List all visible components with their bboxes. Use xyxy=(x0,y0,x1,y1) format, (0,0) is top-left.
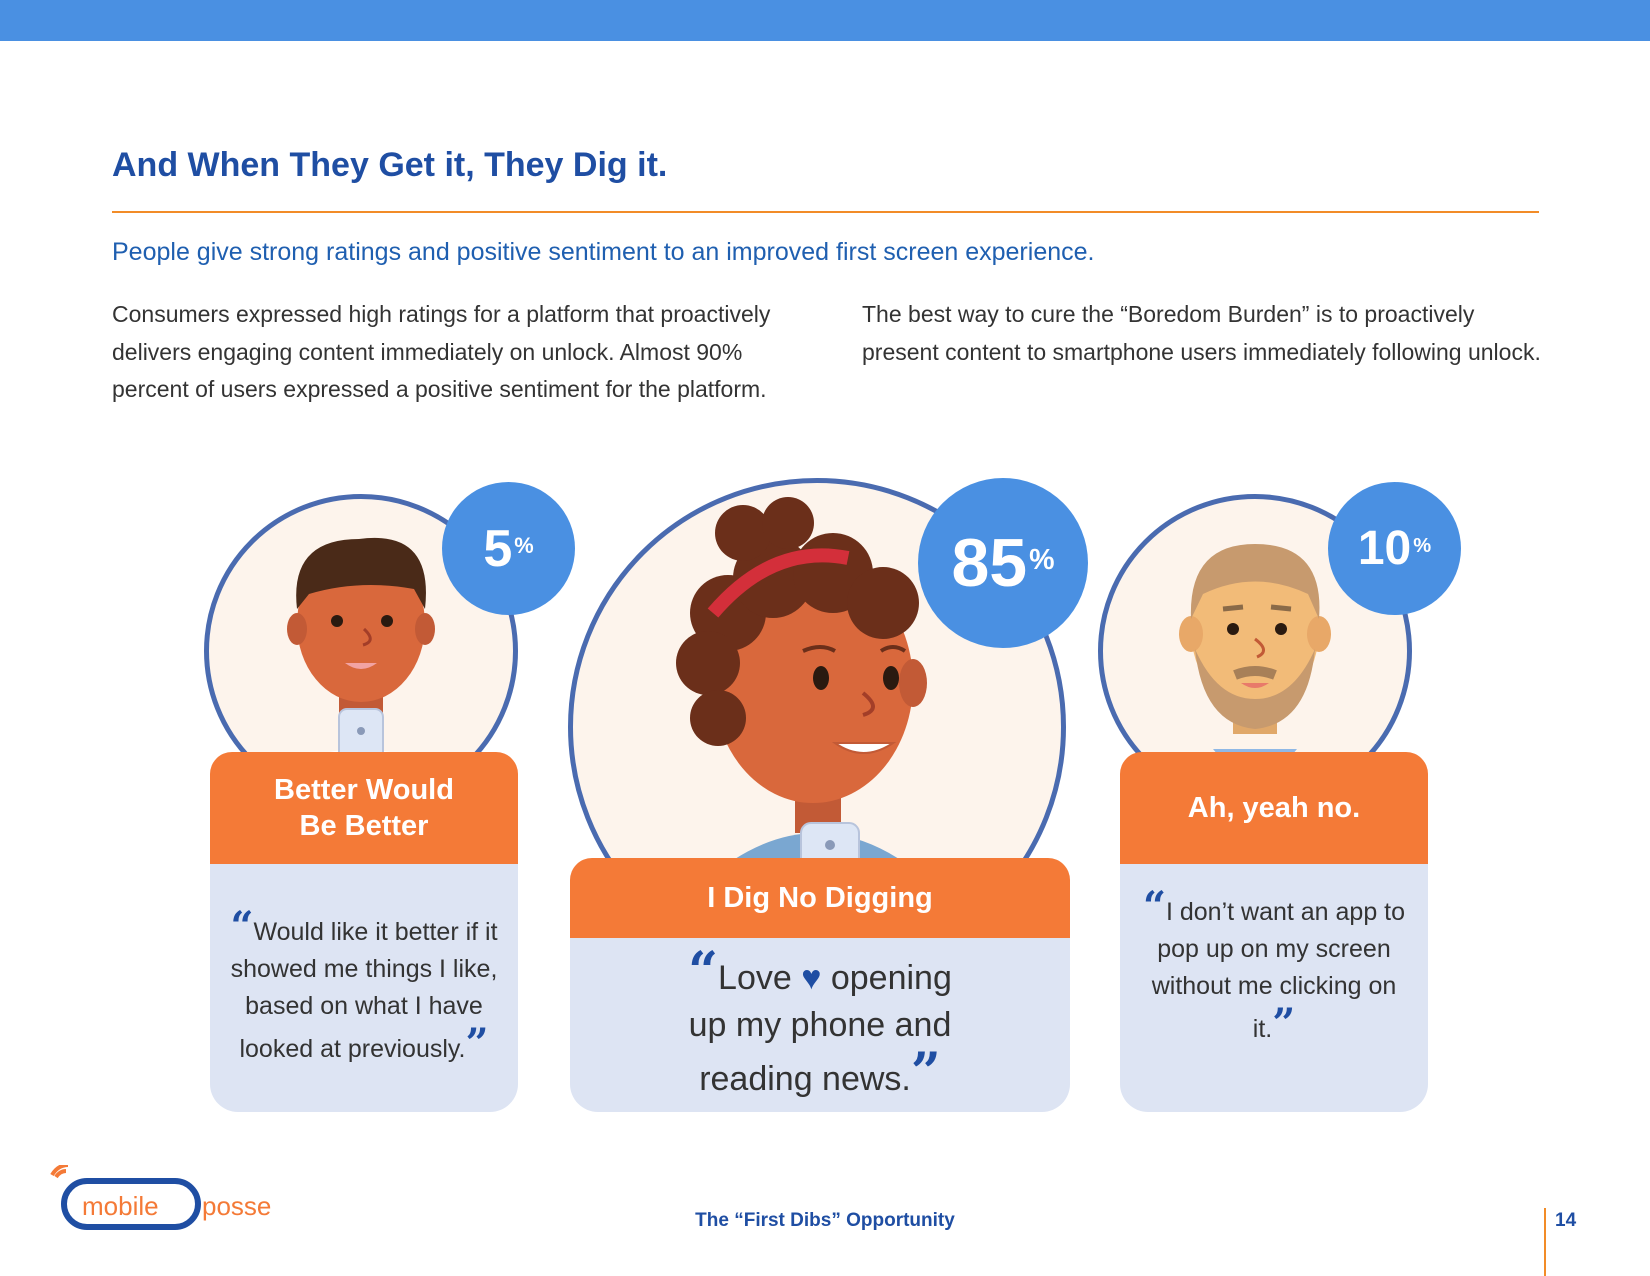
quote-box: “Love ♥ opening up my phone and reading … xyxy=(570,938,1070,1112)
quote-text-part2: opening up my phone and reading news. xyxy=(688,958,952,1098)
page-number-divider xyxy=(1544,1208,1546,1276)
heart-icon: ♥ xyxy=(801,958,822,997)
percent-value: 5 xyxy=(483,519,513,578)
percent-value: 85 xyxy=(951,525,1028,601)
card-label: Better Would Be Better xyxy=(210,752,518,864)
percentage-badge: 5% xyxy=(442,482,575,615)
top-banner xyxy=(0,0,1650,41)
percentage-badge: 10% xyxy=(1328,482,1461,615)
percent-symbol: % xyxy=(1029,543,1055,576)
open-quote-icon: “ xyxy=(688,940,719,1002)
page-number: 14 xyxy=(1555,1210,1577,1231)
title-divider xyxy=(112,211,1539,213)
open-quote-icon: “ xyxy=(230,903,254,950)
quote-text-part1: Love xyxy=(718,958,792,997)
open-quote-icon: “ xyxy=(1142,883,1166,930)
quote-box: “Would like it better if it showed me th… xyxy=(210,864,518,1112)
page-subtitle: People give strong ratings and positive … xyxy=(112,238,1095,266)
right-paragraph: The best way to cure the “Boredom Burden… xyxy=(862,301,1541,365)
card-label-line2: Be Better xyxy=(299,810,429,842)
svg-text:posse: posse xyxy=(202,1191,271,1221)
card-label: I Dig No Digging xyxy=(570,858,1070,938)
close-quote-icon: ” xyxy=(465,1020,489,1067)
percent-symbol: % xyxy=(1413,534,1432,557)
page-title: And When They Get it, They Dig it. xyxy=(112,146,668,184)
close-quote-icon: ” xyxy=(1272,1000,1296,1047)
percentage-badge: 85% xyxy=(918,478,1088,648)
mobile-posse-logo: mobile posse xyxy=(50,1163,310,1245)
footer-document-title: The “First Dibs” Opportunity xyxy=(695,1210,955,1231)
percent-symbol: % xyxy=(514,533,534,559)
quote-box: “I don’t want an app to pop up on my scr… xyxy=(1120,864,1428,1112)
close-quote-icon: ” xyxy=(910,1041,941,1103)
left-paragraph: Consumers expressed high ratings for a p… xyxy=(112,301,771,402)
svg-text:mobile: mobile xyxy=(82,1191,159,1221)
quote-text: I don’t want an app to pop up on my scre… xyxy=(1151,898,1406,1043)
card-label: Ah, yeah no. xyxy=(1120,752,1428,864)
card-label-line1: Better Would xyxy=(274,774,454,806)
quote-text: Would like it better if it showed me thi… xyxy=(230,918,498,1063)
percent-value: 10 xyxy=(1357,522,1412,575)
